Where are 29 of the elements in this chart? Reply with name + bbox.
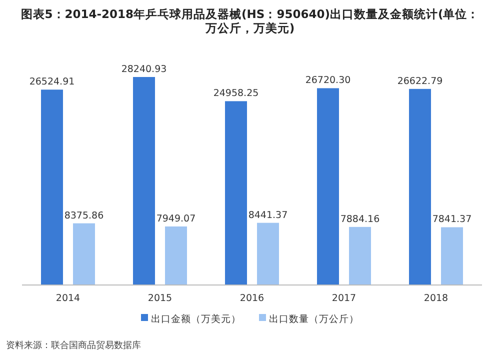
bar [133, 77, 155, 285]
text: 资料来源：联合国商品贸易数据库 [6, 340, 141, 351]
data-label: 8375.86 [64, 210, 104, 222]
bar [225, 101, 247, 285]
bar [41, 90, 63, 285]
bar [441, 227, 463, 285]
data-label: 26524.91 [29, 76, 75, 88]
bar [409, 88, 431, 285]
x-tick-label: 2015 [148, 293, 172, 304]
data-label: 7841.37 [432, 214, 472, 226]
data-label: 8441.37 [248, 210, 288, 221]
data-label: 7884.16 [340, 214, 380, 225]
legend-label: 出口金额（万美元） [151, 313, 241, 325]
x-tick-label: 2018 [424, 293, 448, 304]
data-label: 7949.07 [156, 213, 196, 224]
data-label: 26622.79 [397, 76, 443, 87]
bar [257, 222, 279, 285]
x-tick-label: 2014 [56, 293, 80, 304]
x-tick-label: 2017 [332, 293, 356, 304]
bar [165, 226, 187, 285]
data-label: 28240.93 [121, 64, 167, 75]
data-label: 24958.25 [213, 88, 259, 100]
bar [73, 223, 95, 285]
x-tick-label: 2016 [240, 293, 264, 304]
data-label: 26720.30 [305, 75, 351, 86]
bar [317, 88, 339, 285]
title: 图表5：2014-2018年乒乓球用品及器械(HS：950640)出口数量及金额统计(单位：万公斤，万美元) [20, 7, 480, 35]
bar [349, 226, 371, 285]
legend-label: 出口数量（万公斤） [269, 313, 359, 325]
